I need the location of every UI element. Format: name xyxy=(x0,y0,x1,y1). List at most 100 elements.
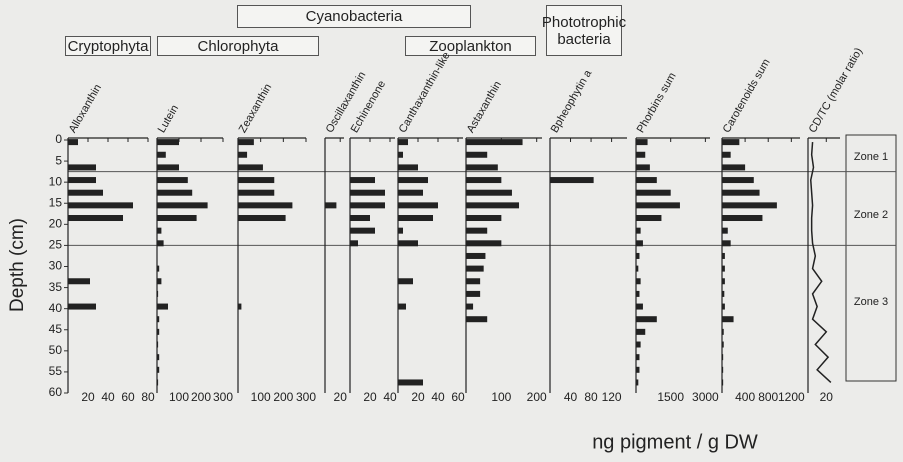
bar xyxy=(722,151,731,158)
bar xyxy=(722,341,724,348)
bar xyxy=(350,240,358,247)
group-label: Phototrophic bacteria xyxy=(542,5,626,56)
bar xyxy=(636,379,639,386)
x-tick-label: 80 xyxy=(141,390,155,404)
bar xyxy=(722,354,724,361)
x-tick-label: 20 xyxy=(820,390,834,404)
bar xyxy=(722,265,725,272)
x-tick-label: 300 xyxy=(296,390,316,404)
x-tick-label: 100 xyxy=(169,390,189,404)
group-label: Cyanobacteria xyxy=(237,5,471,28)
bar xyxy=(466,177,502,184)
bar xyxy=(238,215,286,222)
x-tick-label: 20 xyxy=(363,390,377,404)
y-axis-label: Depth (cm) xyxy=(7,218,28,312)
y-tick-label: 25 xyxy=(49,238,63,252)
bar xyxy=(636,303,643,310)
x-tick-label: 200 xyxy=(527,390,547,404)
bar xyxy=(350,202,385,209)
x-tick-label: 200 xyxy=(191,390,211,404)
bar xyxy=(636,341,641,348)
bar xyxy=(722,366,724,373)
bar xyxy=(68,164,96,171)
bar xyxy=(157,177,188,184)
bar xyxy=(722,252,725,259)
y-tick-label: 15 xyxy=(49,195,63,209)
bar xyxy=(466,139,523,146)
bar xyxy=(157,354,160,361)
bar xyxy=(157,328,160,335)
bar xyxy=(636,189,671,196)
zone-box xyxy=(845,134,897,382)
x-tick-label: 60 xyxy=(451,390,465,404)
zone-label: Zone 2 xyxy=(854,209,888,221)
bar xyxy=(157,151,166,158)
bar xyxy=(238,151,248,158)
bar xyxy=(157,164,179,171)
bar xyxy=(68,278,90,285)
x-tick-label: 1200 xyxy=(778,390,805,404)
zone-label: Zone 3 xyxy=(854,296,888,308)
y-tick-label: 35 xyxy=(49,280,63,294)
bar xyxy=(466,164,498,171)
bar xyxy=(636,202,680,209)
x-tick-label: 40 xyxy=(383,390,397,404)
bar xyxy=(398,139,408,146)
bar xyxy=(398,177,428,184)
bar xyxy=(636,328,646,335)
x-tick-label: 1500 xyxy=(657,390,684,404)
x-tick-label: 400 xyxy=(735,390,755,404)
x-tick-label: 20 xyxy=(334,390,348,404)
bar xyxy=(398,303,406,310)
bar xyxy=(466,252,486,259)
bar xyxy=(157,202,208,209)
bar xyxy=(398,189,423,196)
y-tick-label: 0 xyxy=(55,132,62,146)
bar xyxy=(68,139,78,146)
bar xyxy=(68,202,133,209)
bar xyxy=(636,252,640,259)
bar xyxy=(350,215,370,222)
bar xyxy=(398,151,403,158)
bar xyxy=(238,202,293,209)
group-label: Chlorophyta xyxy=(157,36,319,56)
bar xyxy=(722,240,731,247)
y-tick-label: 60 xyxy=(49,385,63,399)
bar xyxy=(466,202,520,209)
bar xyxy=(466,290,481,297)
bar xyxy=(157,316,160,323)
x-tick-label: 60 xyxy=(121,390,135,404)
x-tick-label: 100 xyxy=(491,390,511,404)
bar xyxy=(350,227,375,234)
bar xyxy=(398,215,433,222)
bar xyxy=(722,328,724,335)
bar xyxy=(636,265,639,272)
panel-title: Bpheophytin a xyxy=(549,67,595,135)
y-tick-label: 55 xyxy=(49,364,63,378)
bar xyxy=(238,189,275,196)
bar xyxy=(466,189,512,196)
x-tick-label: 3000 xyxy=(692,390,719,404)
zone-label: Zone 1 xyxy=(854,151,888,163)
bar xyxy=(722,189,760,196)
y-tick-label: 50 xyxy=(49,343,63,357)
bar xyxy=(238,177,275,184)
bar xyxy=(398,278,413,285)
bar xyxy=(350,177,375,184)
bar xyxy=(68,189,103,196)
x-tick-label: 40 xyxy=(564,390,578,404)
profile-line xyxy=(809,142,832,384)
bar xyxy=(398,240,418,247)
x-tick-label: 20 xyxy=(411,390,425,404)
x-tick-label: 40 xyxy=(431,390,445,404)
bar xyxy=(157,240,164,247)
y-tick-label: 30 xyxy=(49,259,63,273)
bar xyxy=(68,215,123,222)
bar xyxy=(466,215,502,222)
bar xyxy=(466,303,474,310)
panel-title: Lutein xyxy=(156,103,181,135)
bar xyxy=(157,290,159,297)
panel-title: Canthaxanthin-like xyxy=(397,50,453,135)
bar xyxy=(722,177,754,184)
